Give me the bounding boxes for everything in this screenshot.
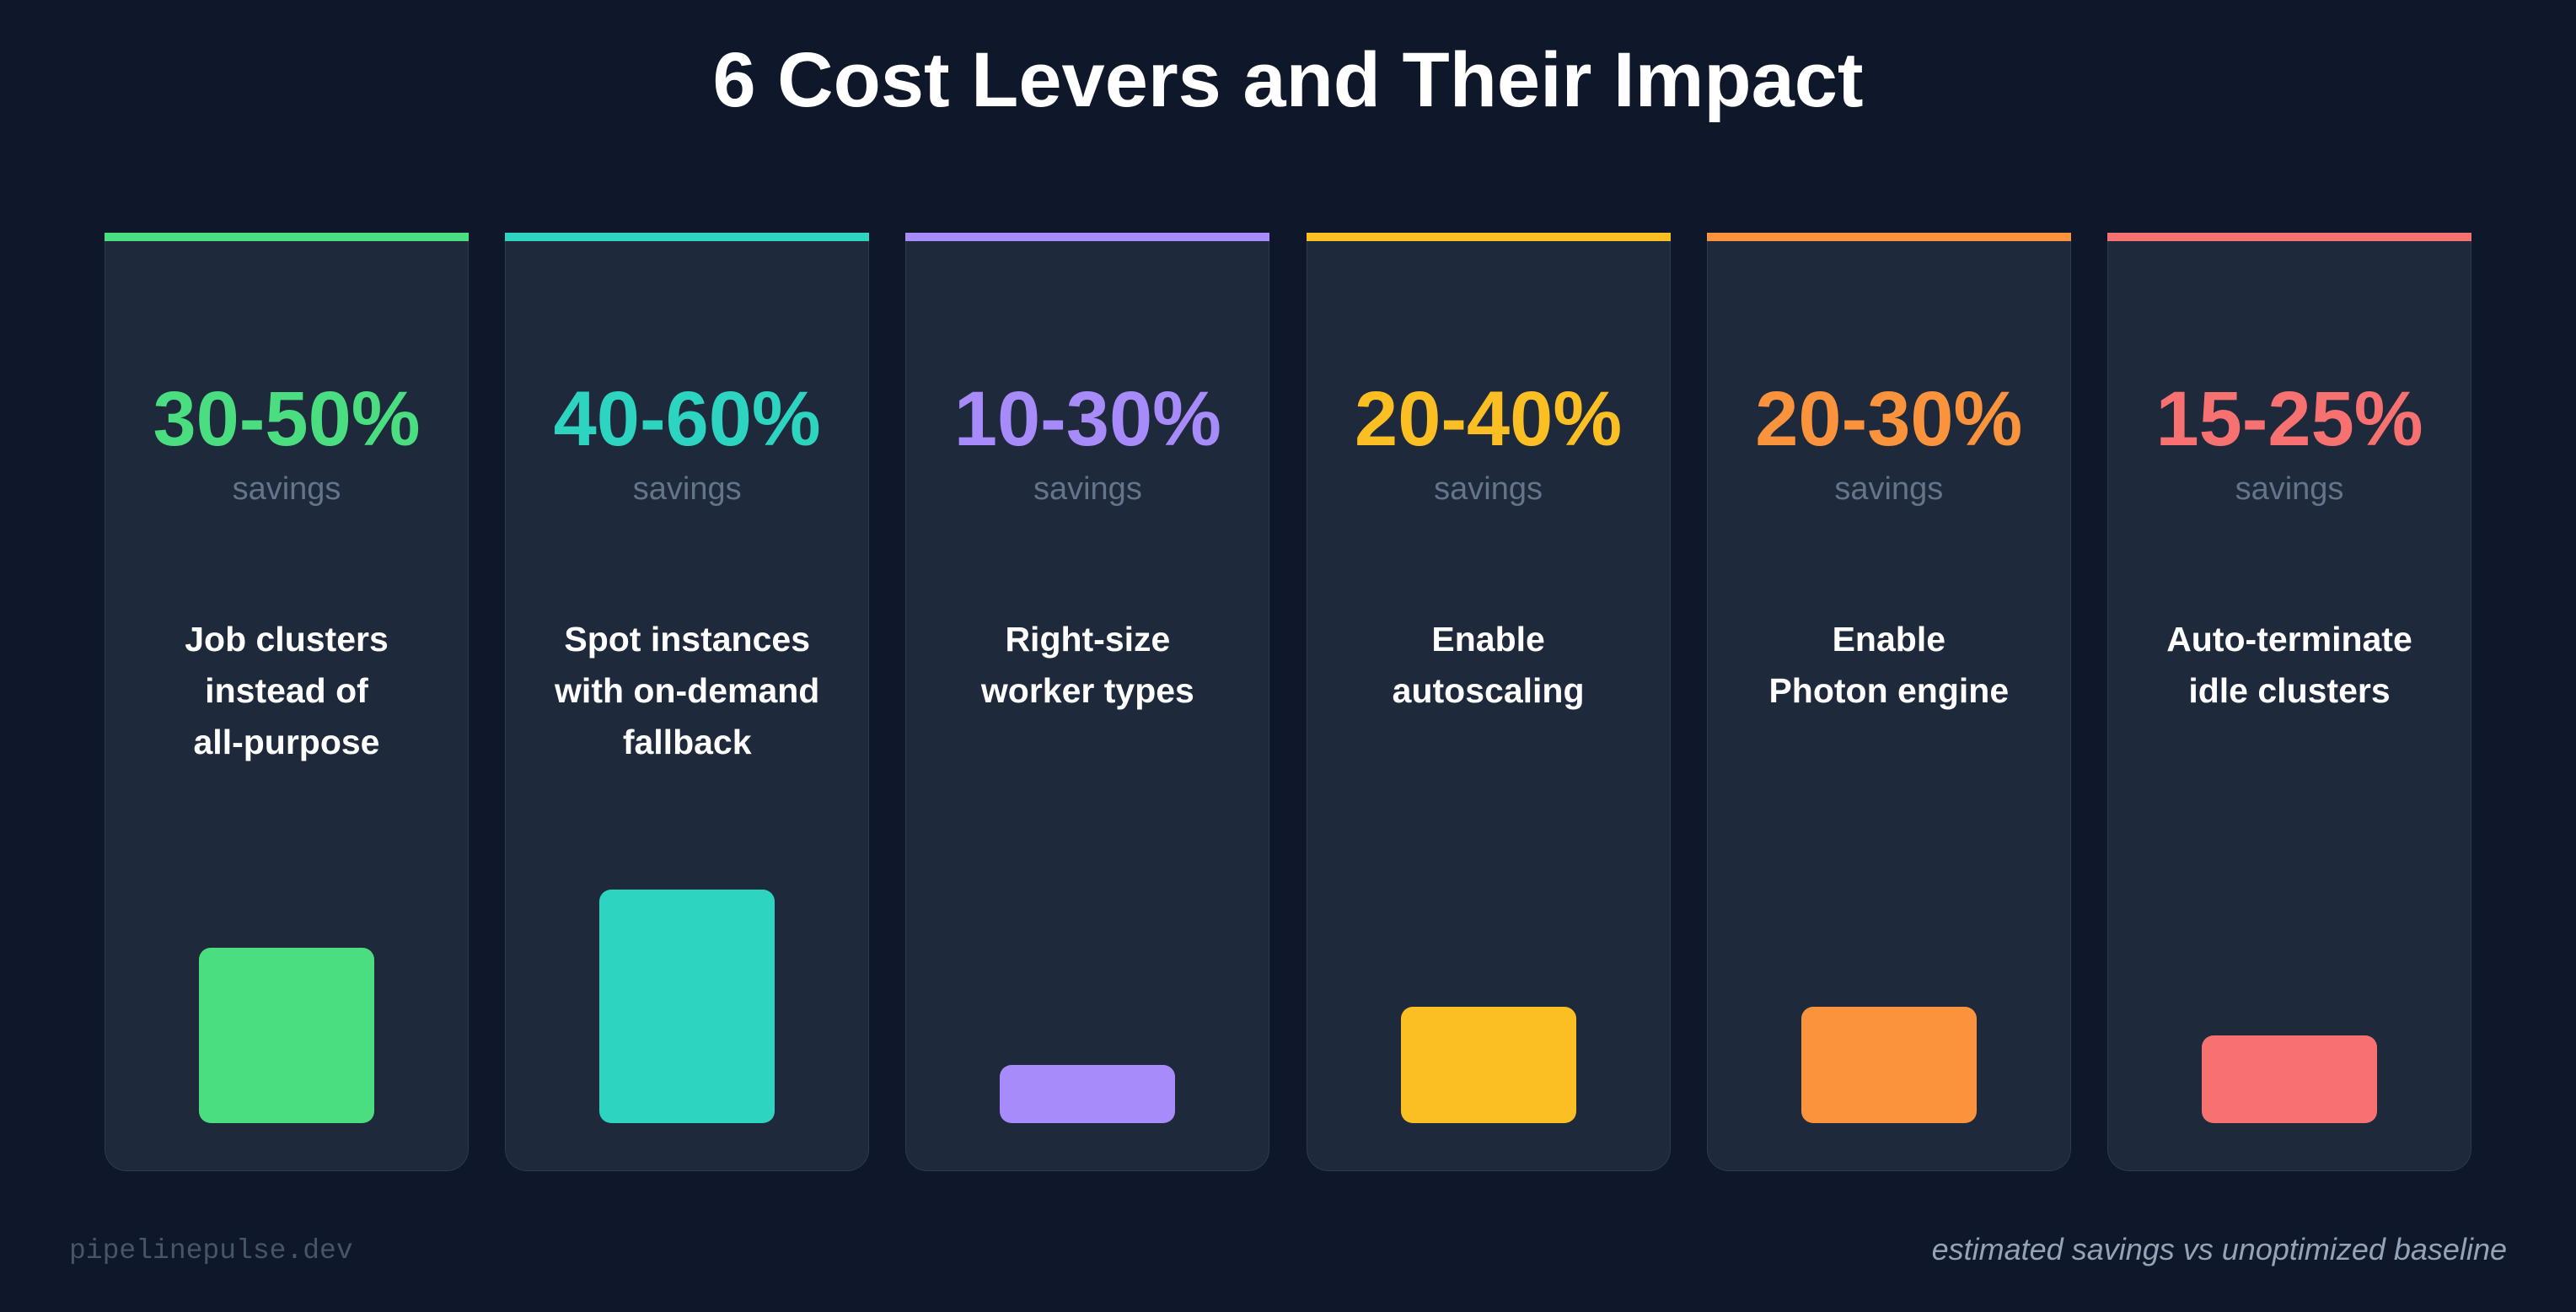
savings-bar <box>1000 1065 1176 1123</box>
cost-lever-card: 30-50% savings Job clusters instead of all-p… <box>105 233 469 1172</box>
savings-label: savings <box>1033 471 1142 507</box>
lever-description: Right-size worker types <box>926 614 1249 717</box>
card-accent-bar <box>505 233 870 241</box>
cost-lever-card: 40-60% savings Spot instances with on-deman… <box>505 233 870 1172</box>
card-accent-bar <box>105 233 469 241</box>
savings-bar <box>199 948 374 1123</box>
footnote: estimated savings vs unoptimized baselin… <box>1931 1232 2507 1266</box>
cost-lever-card: 15-25% savings Auto-terminate idle clusters <box>2107 233 2471 1172</box>
cost-lever-card: 10-30% savings Right-size worker types <box>905 233 1270 1172</box>
lever-description-line: Enable <box>1431 620 1545 659</box>
chart-title: 6 Cost Levers and Their Impact <box>712 37 1864 123</box>
savings-percentage: 20-40% <box>1355 376 1623 462</box>
savings-percentage: 15-25% <box>2155 376 2423 462</box>
savings-bar <box>1801 1007 1977 1123</box>
lever-description-line: Auto-terminate <box>2166 620 2412 659</box>
lever-description-line: all-purpose <box>193 723 380 761</box>
savings-percentage: 10-30% <box>953 376 1221 462</box>
cost-lever-card: 20-40% savings Enable autoscaling <box>1306 233 1671 1172</box>
lever-description-line: idle clusters <box>2188 671 2391 710</box>
card-accent-bar <box>905 233 1270 241</box>
site-watermark: pipelinepulse.dev <box>69 1235 353 1266</box>
savings-percentage: 30-50% <box>153 376 421 462</box>
savings-bar <box>599 890 775 1123</box>
lever-description-line: fallback <box>622 723 752 761</box>
lever-description-line: Job clusters <box>185 620 389 659</box>
savings-bar <box>2202 1035 2377 1123</box>
cost-lever-cards: 30-50% savings Job clusters instead of all-p… <box>105 233 2471 1172</box>
lever-description-line: with on-demand <box>555 671 820 710</box>
lever-description: Enable autoscaling <box>1327 614 1650 717</box>
savings-bar <box>1400 1007 1576 1123</box>
savings-percentage: 40-60% <box>553 376 821 462</box>
savings-percentage: 20-30% <box>1755 376 2023 462</box>
savings-label: savings <box>632 471 742 507</box>
savings-label: savings <box>1434 471 1543 507</box>
cost-lever-card: 20-30% savings Enable Photon engine <box>1706 233 2071 1172</box>
lever-description-line: Photon engine <box>1768 671 2010 710</box>
lever-description-line: instead of <box>205 671 368 710</box>
lever-description-line: worker types <box>980 671 1194 710</box>
card-accent-bar <box>2107 233 2471 241</box>
lever-description-line: Spot instances <box>564 620 810 659</box>
lever-description-line: Enable <box>1832 620 1946 659</box>
savings-label: savings <box>2235 471 2344 507</box>
lever-description-line: Right-size <box>1005 620 1171 659</box>
card-accent-bar <box>1706 233 2071 241</box>
lever-description-line: autoscaling <box>1392 671 1585 710</box>
savings-label: savings <box>1834 471 1944 507</box>
lever-description: Auto-terminate idle clusters <box>2128 614 2451 717</box>
card-background <box>905 241 1270 1171</box>
lever-description: Enable Photon engine <box>1727 614 2051 717</box>
lever-description: Job clusters instead of all-purpose <box>125 614 448 768</box>
lever-description: Spot instances with on-demand fallback <box>525 614 849 768</box>
card-background <box>2107 241 2471 1171</box>
card-accent-bar <box>1306 233 1671 241</box>
savings-label: savings <box>232 471 341 507</box>
